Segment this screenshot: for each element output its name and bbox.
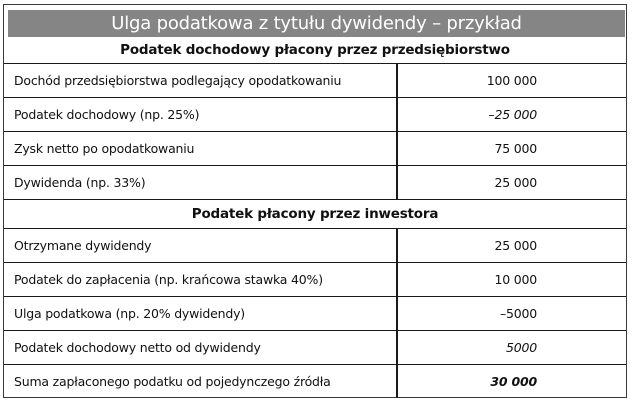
column-divider xyxy=(396,330,398,364)
table-row-total: Suma zapłaconego podatku od pojedynczego… xyxy=(4,364,626,398)
section-divider-line xyxy=(4,199,626,200)
table-row: Podatek dochodowy (np. 25%) –25 000 xyxy=(4,97,626,131)
row-value: 25 000 xyxy=(494,174,537,190)
section-heading-investor-tax: Podatek płacony przez inwestora xyxy=(191,206,439,222)
row-label: Podatek do zapłacenia (np. krańcowa staw… xyxy=(14,271,323,287)
row-value: 100 000 xyxy=(486,72,537,88)
row-label: Otrzymane dywidendy xyxy=(14,237,152,253)
row-label: Ulga podatkowa (np. 20% dywidendy) xyxy=(14,305,245,321)
row-label: Suma zapłaconego podatku od pojedynczego… xyxy=(14,373,331,389)
row-value: 25 000 xyxy=(494,237,537,253)
column-divider xyxy=(396,165,398,199)
column-divider xyxy=(396,63,398,97)
total-value: 30 000 xyxy=(490,373,537,389)
column-divider xyxy=(396,296,398,330)
row-label: Podatek dochodowy (np. 25%) xyxy=(14,106,200,122)
row-label: Zysk netto po opodatkowaniu xyxy=(14,140,195,156)
row-value: 5000 xyxy=(505,339,537,355)
section-heading-company-tax: Podatek dochodowy płacony przez przedsię… xyxy=(120,42,510,58)
column-divider xyxy=(396,131,398,165)
dividend-tax-table: Ulga podatkowa z tytułu dywidendy – przy… xyxy=(3,4,627,398)
table-row: Zysk netto po opodatkowaniu 75 000 xyxy=(4,131,626,165)
table-row: Podatek do zapłacenia (np. krańcowa staw… xyxy=(4,262,626,296)
row-value: –5000 xyxy=(499,305,537,321)
column-divider xyxy=(396,364,398,398)
row-label: Dywidenda (np. 33%) xyxy=(14,174,146,190)
table-row: Podatek dochodowy netto od dywidendy 500… xyxy=(4,330,626,364)
table-title: Ulga podatkowa z tytułu dywidendy – przy… xyxy=(8,10,625,37)
column-divider xyxy=(396,97,398,131)
column-divider xyxy=(396,262,398,296)
column-divider xyxy=(396,228,398,262)
row-label: Dochód przedsiębiorstwa podlegający opod… xyxy=(14,72,342,88)
table-row: Otrzymane dywidendy 25 000 xyxy=(4,228,626,262)
row-value: 75 000 xyxy=(494,140,537,156)
table-row: Dywidenda (np. 33%) 25 000 xyxy=(4,165,626,199)
row-value: 10 000 xyxy=(494,271,537,287)
row-label: Podatek dochodowy netto od dywidendy xyxy=(14,339,261,355)
table-row: Ulga podatkowa (np. 20% dywidendy) –5000 xyxy=(4,296,626,330)
row-value: –25 000 xyxy=(488,106,537,122)
table-row: Dochód przedsiębiorstwa podlegający opod… xyxy=(4,63,626,97)
